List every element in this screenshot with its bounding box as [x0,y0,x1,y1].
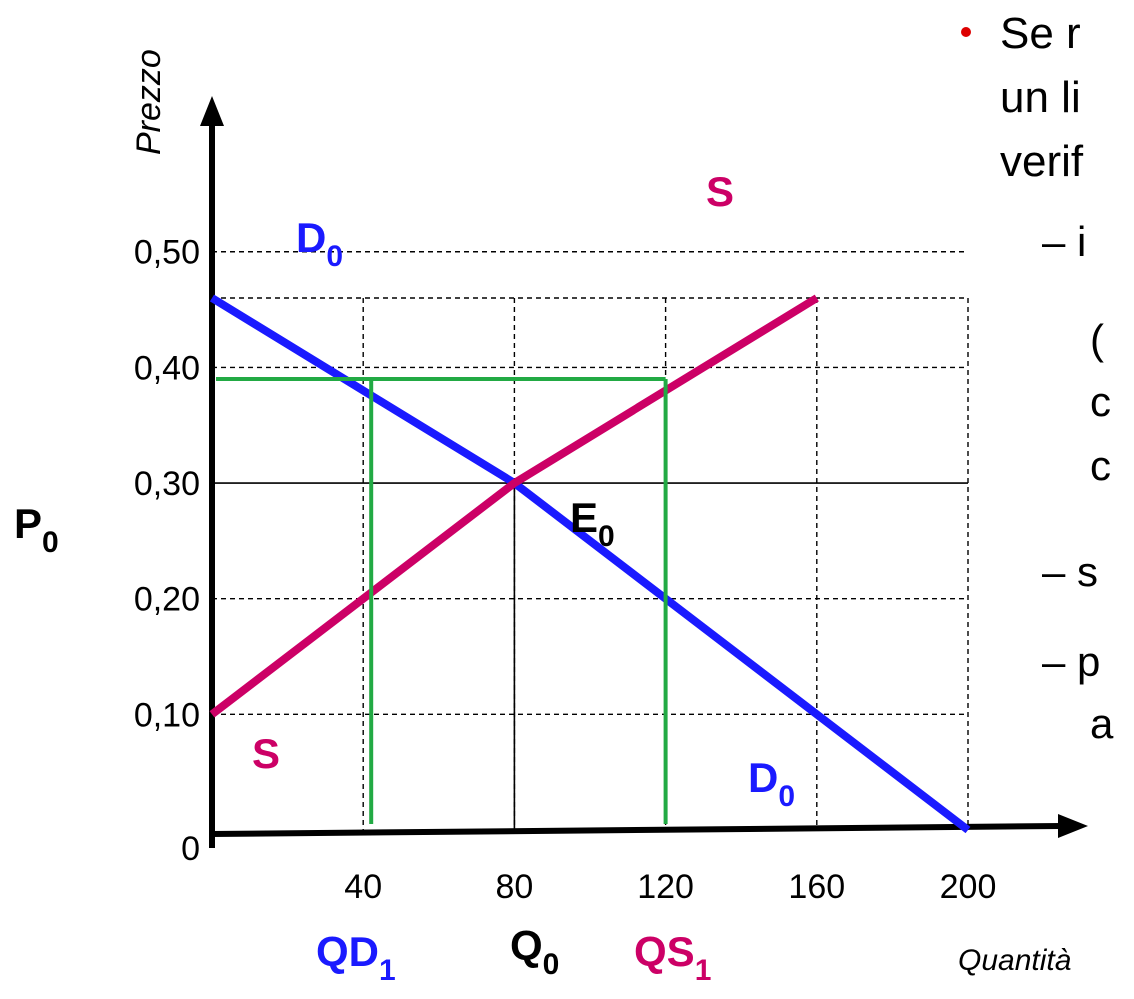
y-axis-arrow-icon [200,96,224,126]
x-tick-label: 120 [637,868,694,906]
y-tick-label: 0,20 [134,581,200,619]
sub-bullet-3-cont: a [1090,700,1114,747]
bullet-line-1: Se r [1000,9,1081,58]
x-tick-labels: 40 80 120 160 200 [344,868,996,906]
demand-label-bottom: D0 [748,754,795,813]
supply-label-top: S [706,168,734,215]
price-ceiling [216,376,668,824]
sub-bullet-3: – p [1042,638,1100,685]
y-axis-title: Prezzo [130,49,168,155]
supply-label-bottom: S [252,730,280,777]
y-tick-label: 0,40 [134,349,200,387]
q0-label: Q0 [510,922,559,981]
demand-label-top: D0 [296,214,343,273]
y-tick-label: 0,50 [134,234,200,272]
series-lines [209,294,971,834]
equilibrium-label: E0 [570,494,615,553]
x-axis-title: Quantità [958,944,1071,977]
supply-curve [209,294,819,718]
sub-bullet-1-cont-1: ( [1090,316,1104,363]
x-tick-label: 40 [344,868,382,906]
sub-bullet-1: – i [1042,218,1086,265]
bullet-line-3: verif [1000,137,1084,186]
p0-label: P0 [14,500,59,559]
x-tick-label: 80 [495,868,533,906]
bullet-line-2: un li [1000,73,1081,122]
qd1-label: QD1 [316,928,396,987]
sub-bullet-1-cont-2: c [1090,378,1111,425]
grid [212,251,969,830]
x-axis [211,823,1063,837]
sub-bullet-2: – s [1042,548,1098,595]
bullet-dot [961,27,971,37]
x-tick-label: 160 [788,868,845,906]
x-axis-arrow-icon [1058,814,1088,838]
sub-bullet-1-cont-3: c [1090,442,1111,489]
y-tick-label: 0,10 [134,696,200,734]
qs1-label: QS1 [634,928,711,987]
y-tick-label: 0,30 [134,465,200,503]
y-tick-labels: 0 0,10 0,20 0,30 0,40 0,50 [134,234,200,868]
x-tick-label: 200 [940,868,997,906]
y-tick-label: 0 [181,830,200,868]
